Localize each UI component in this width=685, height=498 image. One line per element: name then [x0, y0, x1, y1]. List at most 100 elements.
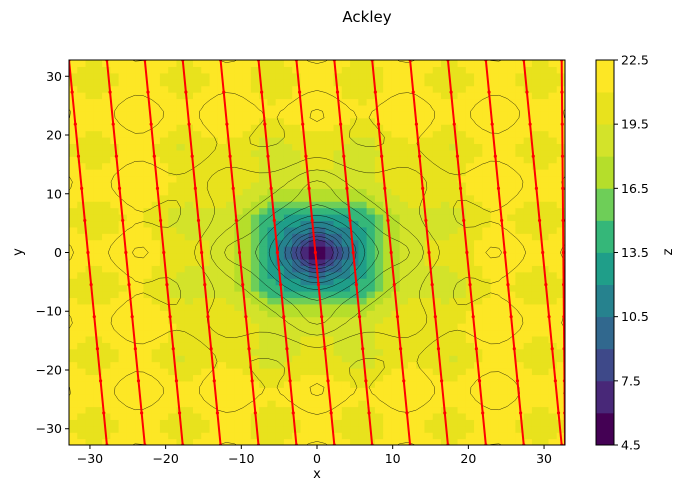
contour-cell: [259, 393, 268, 401]
contour-cell: [523, 265, 533, 273]
contour-cell: [176, 265, 186, 273]
contour-cell: [507, 412, 516, 420]
contour-cell: [449, 432, 459, 440]
contour-cell: [391, 201, 401, 209]
contour-cell: [374, 175, 384, 183]
contour-cell: [407, 425, 417, 433]
contour-cell: [341, 291, 351, 299]
contour-cell: [449, 137, 459, 145]
contour-cell: [226, 368, 235, 376]
contour-cell: [441, 271, 450, 279]
contour-cell: [275, 246, 285, 254]
contour-cell: [118, 143, 128, 151]
contour-cell: [242, 239, 252, 247]
contour-cell: [176, 284, 186, 292]
contour-cell: [151, 329, 161, 337]
path-marker: [70, 90, 74, 94]
contour-cell: [432, 72, 442, 80]
contour-cell: [399, 368, 409, 376]
contour-cell: [143, 348, 153, 356]
contour-cell: [126, 246, 136, 254]
contour-cell: [465, 66, 475, 74]
contour-cell: [176, 246, 186, 254]
contour-cell: [515, 246, 525, 254]
contour-cell: [399, 412, 409, 420]
contour-cell: [490, 60, 500, 68]
contour-cell: [168, 149, 178, 157]
contour-cell: [69, 220, 78, 228]
contour-cell: [308, 104, 318, 112]
contour-cell: [507, 258, 516, 266]
contour-cell: [350, 419, 359, 427]
contour-cell: [118, 323, 128, 331]
contour-cell: [308, 181, 318, 189]
contour-cell: [374, 98, 384, 106]
contour-cell: [333, 297, 343, 305]
contour-cell: [110, 149, 120, 157]
contour-cell: [383, 284, 392, 292]
path-marker: [500, 218, 504, 223]
contour-cell: [234, 104, 244, 112]
contour-cell: [209, 92, 219, 100]
contour-cell: [432, 316, 442, 324]
contour-cell: [457, 258, 467, 266]
contour-cell: [407, 201, 417, 209]
contour-cell: [424, 412, 434, 420]
contour-cell: [143, 355, 153, 363]
contour-cell: [325, 323, 335, 331]
contour-cell: [407, 284, 417, 292]
contour-cell: [424, 278, 434, 286]
contour-cell: [267, 124, 277, 132]
contour-cell: [333, 361, 343, 369]
contour-cell: [482, 425, 492, 433]
contour-cell: [151, 297, 161, 305]
contour-cell: [333, 355, 343, 363]
contour-cell: [159, 60, 169, 68]
contour-cell: [118, 316, 128, 324]
contour-cell: [391, 130, 401, 138]
contour-cell: [159, 412, 169, 420]
contour-cell: [110, 85, 120, 93]
contour-cell: [507, 271, 516, 279]
contour-cell: [143, 169, 153, 177]
contour-cell: [259, 380, 268, 388]
contour-cell: [110, 156, 120, 164]
contour-cell: [267, 233, 277, 241]
contour-cell: [407, 329, 417, 337]
contour-cell: [110, 380, 120, 388]
contour-cell: [275, 239, 285, 247]
contour-cell: [523, 400, 533, 408]
contour-cell: [407, 335, 417, 343]
contour-cell: [482, 284, 492, 292]
contour-cell: [383, 111, 392, 119]
contour-cell: [292, 111, 302, 119]
contour-cell: [102, 156, 111, 164]
contour-cell: [69, 162, 78, 170]
contour-cell: [317, 406, 326, 414]
contour-cell: [283, 380, 293, 388]
contour-cell: [102, 117, 111, 125]
contour-cell: [515, 239, 525, 247]
contour-cell: [300, 342, 310, 350]
contour-cell: [482, 137, 492, 145]
contour-cell: [85, 374, 95, 382]
contour-cell: [457, 162, 467, 170]
contour-cell: [358, 252, 368, 260]
contour-cell: [515, 98, 525, 106]
contour-cell: [217, 387, 227, 395]
contour-cell: [126, 323, 136, 331]
contour-cell: [383, 368, 392, 376]
contour-cell: [482, 297, 492, 305]
contour-cell: [523, 355, 533, 363]
contour-cell: [407, 387, 417, 395]
contour-cell: [317, 79, 326, 87]
contour-cell: [242, 104, 252, 112]
contour-cell: [102, 181, 111, 189]
contour-cell: [441, 175, 450, 183]
contour-cell: [482, 323, 492, 331]
contour-cell: [184, 310, 194, 318]
contour-cell: [267, 72, 277, 80]
contour-cell: [358, 72, 368, 80]
contour-cell: [391, 438, 401, 445]
contour-cell: [159, 92, 169, 100]
